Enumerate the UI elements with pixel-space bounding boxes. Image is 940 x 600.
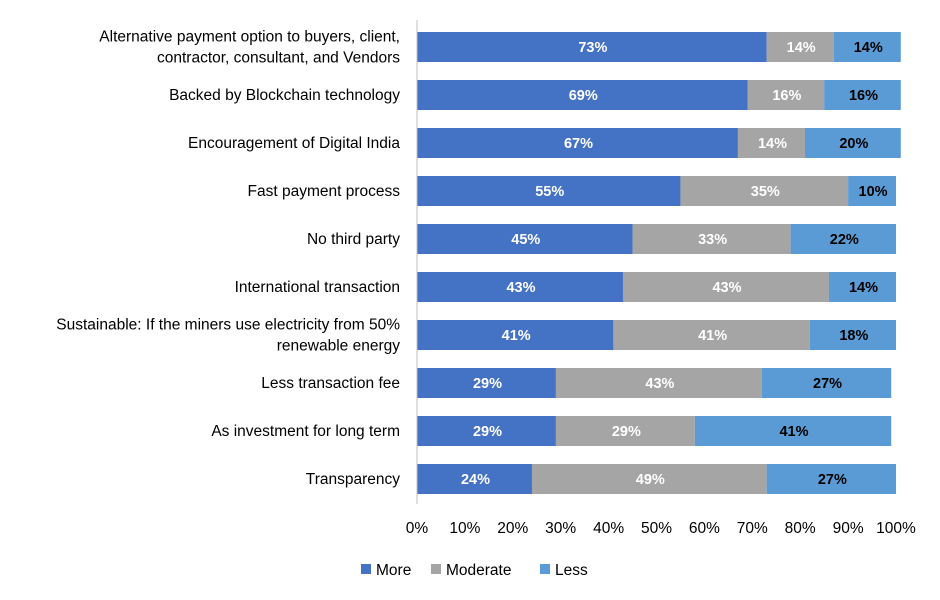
category-label: International transaction (235, 279, 400, 296)
data-label: 29% (473, 376, 502, 392)
bar-moderate (531, 464, 767, 494)
data-label: 10% (859, 184, 888, 200)
data-label: 14% (758, 136, 787, 152)
data-label: 16% (772, 88, 801, 104)
x-tick-label: 50% (641, 520, 672, 537)
bar-moderate (747, 80, 825, 110)
data-label: 67% (564, 136, 593, 152)
category-label: Transparency (306, 471, 400, 488)
data-label: 43% (645, 376, 674, 392)
data-label: 18% (839, 328, 868, 344)
legend-swatch-less (540, 564, 550, 574)
data-label: 29% (612, 424, 641, 440)
data-label: 41% (698, 328, 727, 344)
bar-moderate (632, 224, 791, 254)
x-tick-label: 30% (545, 520, 576, 537)
data-label: 73% (578, 40, 607, 56)
bar-less (828, 272, 896, 302)
data-label: 16% (849, 88, 878, 104)
data-label: 14% (849, 280, 878, 296)
bar-more (417, 128, 738, 158)
bar-moderate (613, 320, 810, 350)
data-label: 55% (535, 184, 564, 200)
legend-label-less: Less (555, 562, 588, 579)
legend-label-more: More (376, 562, 411, 579)
bar-less (694, 416, 892, 446)
data-label: 24% (461, 472, 490, 488)
bar-moderate (622, 272, 829, 302)
data-label: 41% (779, 424, 808, 440)
bar-more (417, 464, 532, 494)
bar-more (417, 272, 623, 302)
data-label: 41% (502, 328, 531, 344)
data-label: 20% (839, 136, 868, 152)
data-label: 45% (511, 232, 540, 248)
bar-less (766, 464, 896, 494)
x-tick-label: 100% (876, 520, 916, 537)
data-label: 22% (830, 232, 859, 248)
x-tick-label: 0% (406, 520, 429, 537)
data-label: 49% (636, 472, 665, 488)
bar-less (790, 224, 896, 254)
legend-swatch-moderate (431, 564, 441, 574)
category-label: As investment for long term (211, 423, 400, 440)
x-tick-label: 20% (497, 520, 528, 537)
category-label: Fast payment process (248, 183, 401, 200)
category-labels: Alternative payment option to buyers, cl… (56, 29, 400, 489)
legend-swatch-more (361, 564, 371, 574)
category-label: Less transaction fee (261, 375, 400, 392)
data-label: 43% (712, 280, 741, 296)
data-label: 43% (506, 280, 535, 296)
bar-moderate (737, 128, 805, 158)
x-tick-label: 70% (737, 520, 768, 537)
data-label: 27% (813, 376, 842, 392)
category-label: Backed by Blockchain technology (169, 87, 400, 104)
data-label: 29% (473, 424, 502, 440)
x-tick-label: 80% (785, 520, 816, 537)
x-axis-ticks: 0% 10% 20% 30% 40% 50% 60% 70% 80% 90% 100% (406, 520, 916, 537)
bar-more (417, 80, 748, 110)
data-label: 35% (751, 184, 780, 200)
category-label: Alternative payment option to buyers, cl… (99, 29, 400, 67)
bar-less (833, 32, 901, 62)
category-label: Sustainable: If the miners use electrici… (56, 317, 400, 355)
bar-less (848, 176, 896, 206)
bar-moderate (680, 176, 849, 206)
bar-more (417, 320, 614, 350)
data-label: 69% (569, 88, 598, 104)
legend-label-moderate: Moderate (446, 562, 511, 579)
category-label: Encouragement of Digital India (188, 135, 400, 152)
x-tick-label: 10% (449, 520, 480, 537)
bar-more (417, 416, 556, 446)
data-label: 27% (818, 472, 847, 488)
bars-layer: 73% 14% 14% 69% 16% 16% 67% 14% 20% 55% 35% 10% 45% 3… (417, 32, 901, 494)
bar-moderate (766, 32, 834, 62)
data-label: 14% (854, 40, 883, 56)
bar-less (804, 128, 901, 158)
data-label: 14% (787, 40, 816, 56)
bar-more (417, 224, 633, 254)
x-tick-label: 40% (593, 520, 624, 537)
category-label: No third party (307, 231, 400, 248)
bar-less (809, 320, 896, 350)
x-tick-label: 90% (833, 520, 864, 537)
bar-more (417, 176, 681, 206)
bar-less (824, 80, 901, 110)
bar-moderate (555, 416, 695, 446)
bar-moderate (555, 368, 762, 398)
bar-more (417, 368, 556, 398)
bar-more (417, 32, 767, 62)
bar-less (761, 368, 892, 398)
data-label: 33% (698, 232, 727, 248)
legend: More Moderate Less (361, 562, 588, 579)
x-tick-label: 60% (689, 520, 720, 537)
